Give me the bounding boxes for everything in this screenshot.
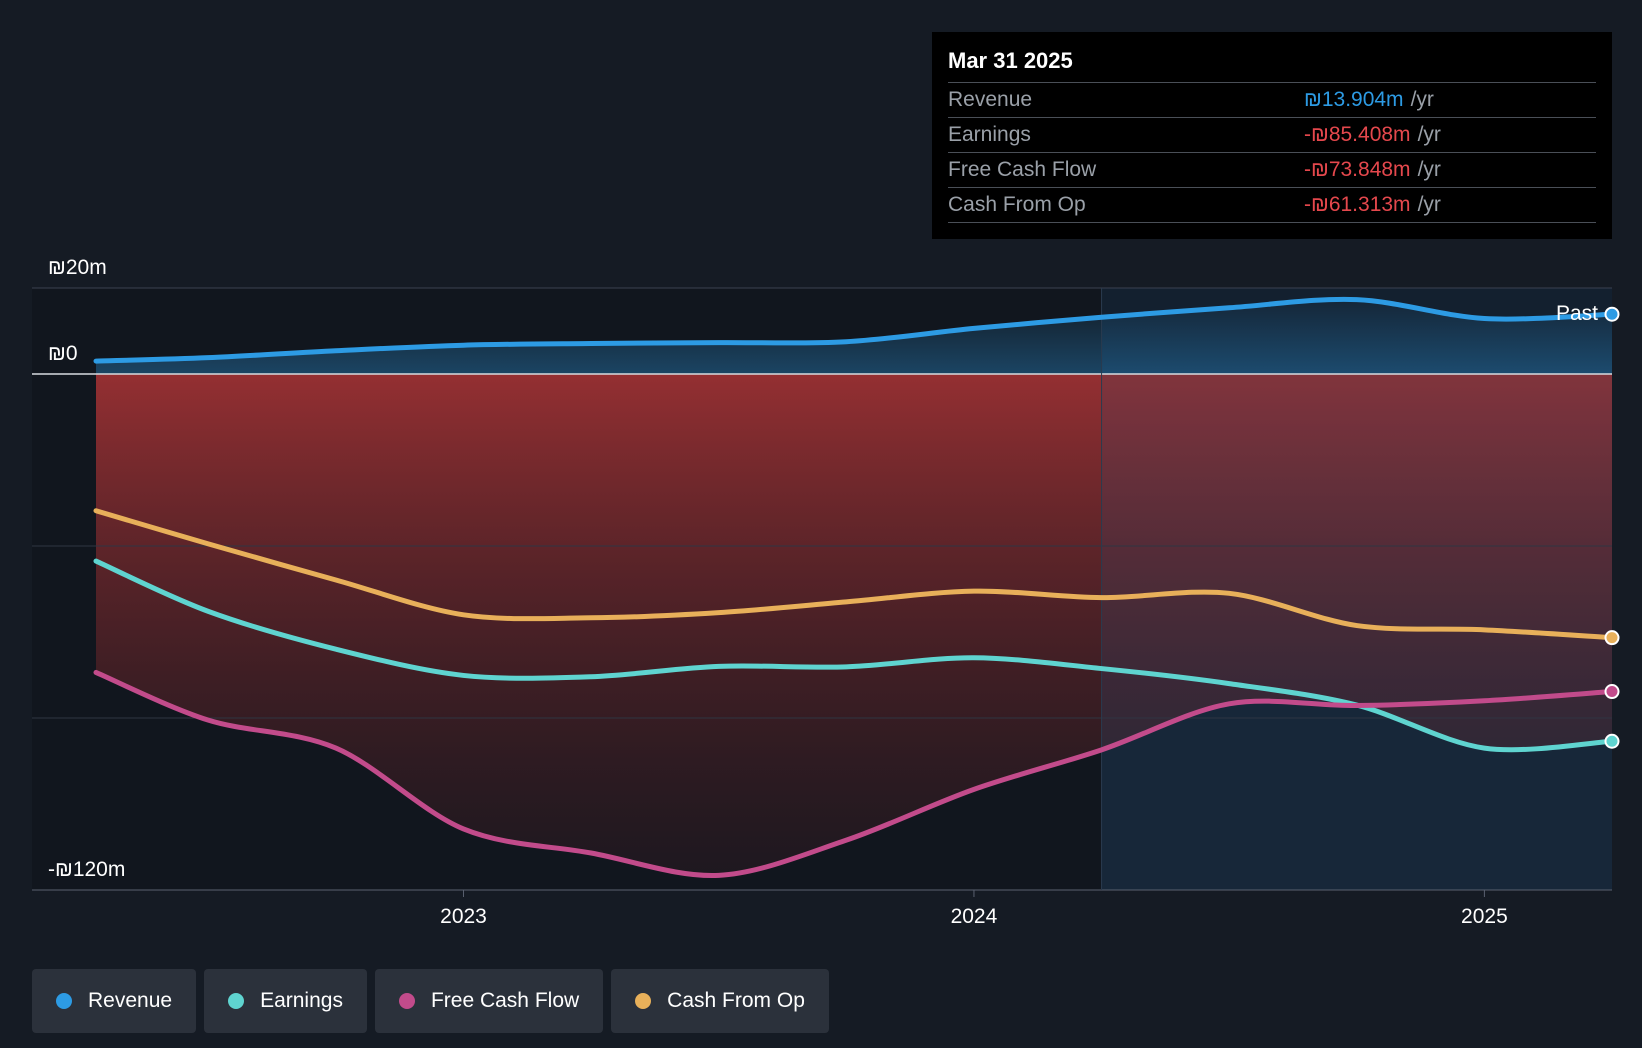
x-tick-label: 2024 — [951, 905, 998, 928]
tooltip-row-unit: /yr — [1417, 158, 1441, 181]
legend-dot-icon — [228, 993, 245, 1009]
legend-label: Cash From Op — [667, 989, 805, 1012]
tooltip-row-label: Revenue — [948, 88, 1033, 111]
legend-item-free-cash-flow[interactable]: Free Cash Flow — [374, 969, 604, 1033]
tooltip-row-value: -₪61.313m — [1304, 193, 1411, 216]
tooltip-row-unit: /yr — [1410, 88, 1434, 111]
tooltip-row-value: -₪73.848m — [1304, 158, 1411, 181]
y-tick-label: ₪0 — [48, 342, 78, 365]
y-tick-label: -₪120m — [48, 858, 125, 881]
tooltip-row-label: Earnings — [948, 123, 1031, 146]
tooltip-row-value: ₪13.904m — [1304, 88, 1404, 111]
legend-label: Revenue — [88, 989, 173, 1012]
tooltip-row: Cash From Op -₪61.313m/yr — [948, 188, 1596, 223]
x-tick-label: 2025 — [1461, 905, 1508, 928]
revenue-line — [93, 296, 1615, 364]
tooltip-row-label: Cash From Op — [948, 193, 1086, 216]
revenue-end-marker — [1604, 306, 1620, 322]
past-label: Past — [1556, 302, 1598, 325]
legend-item-cash-from-op[interactable]: Cash From Op — [611, 969, 829, 1033]
cash-from-op-end-marker — [1604, 630, 1620, 646]
legend-dot-icon — [398, 993, 415, 1009]
cash-from-op-line — [93, 508, 1615, 641]
free-cash-flow-end-marker — [1604, 684, 1620, 700]
tooltip-row-label: Free Cash Flow — [948, 158, 1097, 181]
revenue-area — [96, 299, 1612, 374]
tooltip-row-value: -₪85.408m — [1304, 123, 1411, 146]
free-cash-flow-line — [93, 669, 1615, 879]
tooltip-row-unit: /yr — [1417, 193, 1441, 216]
legend-label: Earnings — [260, 989, 343, 1012]
tooltip-row: Earnings -₪85.408m/yr — [948, 118, 1596, 153]
legend-label: Free Cash Flow — [430, 989, 580, 1012]
tooltip-date: Mar 31 2025 — [948, 46, 1596, 83]
legend-item-revenue[interactable]: Revenue — [32, 969, 197, 1033]
legend-dot-icon — [635, 993, 652, 1009]
tooltip-row: Revenue ₪13.904m/yr — [948, 83, 1596, 118]
y-tick-label: ₪20m — [48, 256, 107, 279]
x-tick-label: 2023 — [440, 905, 487, 928]
earnings-end-marker — [1604, 733, 1620, 749]
tooltip-row: Free Cash Flow -₪73.848m/yr — [948, 153, 1596, 188]
tooltip-panel: Mar 31 2025 Revenue ₪13.904m/yr Earnings -₪… — [932, 32, 1612, 239]
chart-legend: Revenue Earnings Free Cash Flow Cash From O… — [32, 969, 829, 1033]
legend-item-earnings[interactable]: Earnings — [204, 969, 367, 1033]
legend-dot-icon — [56, 993, 72, 1009]
tooltip-row-unit: /yr — [1417, 123, 1441, 146]
negative-area — [96, 374, 1612, 876]
